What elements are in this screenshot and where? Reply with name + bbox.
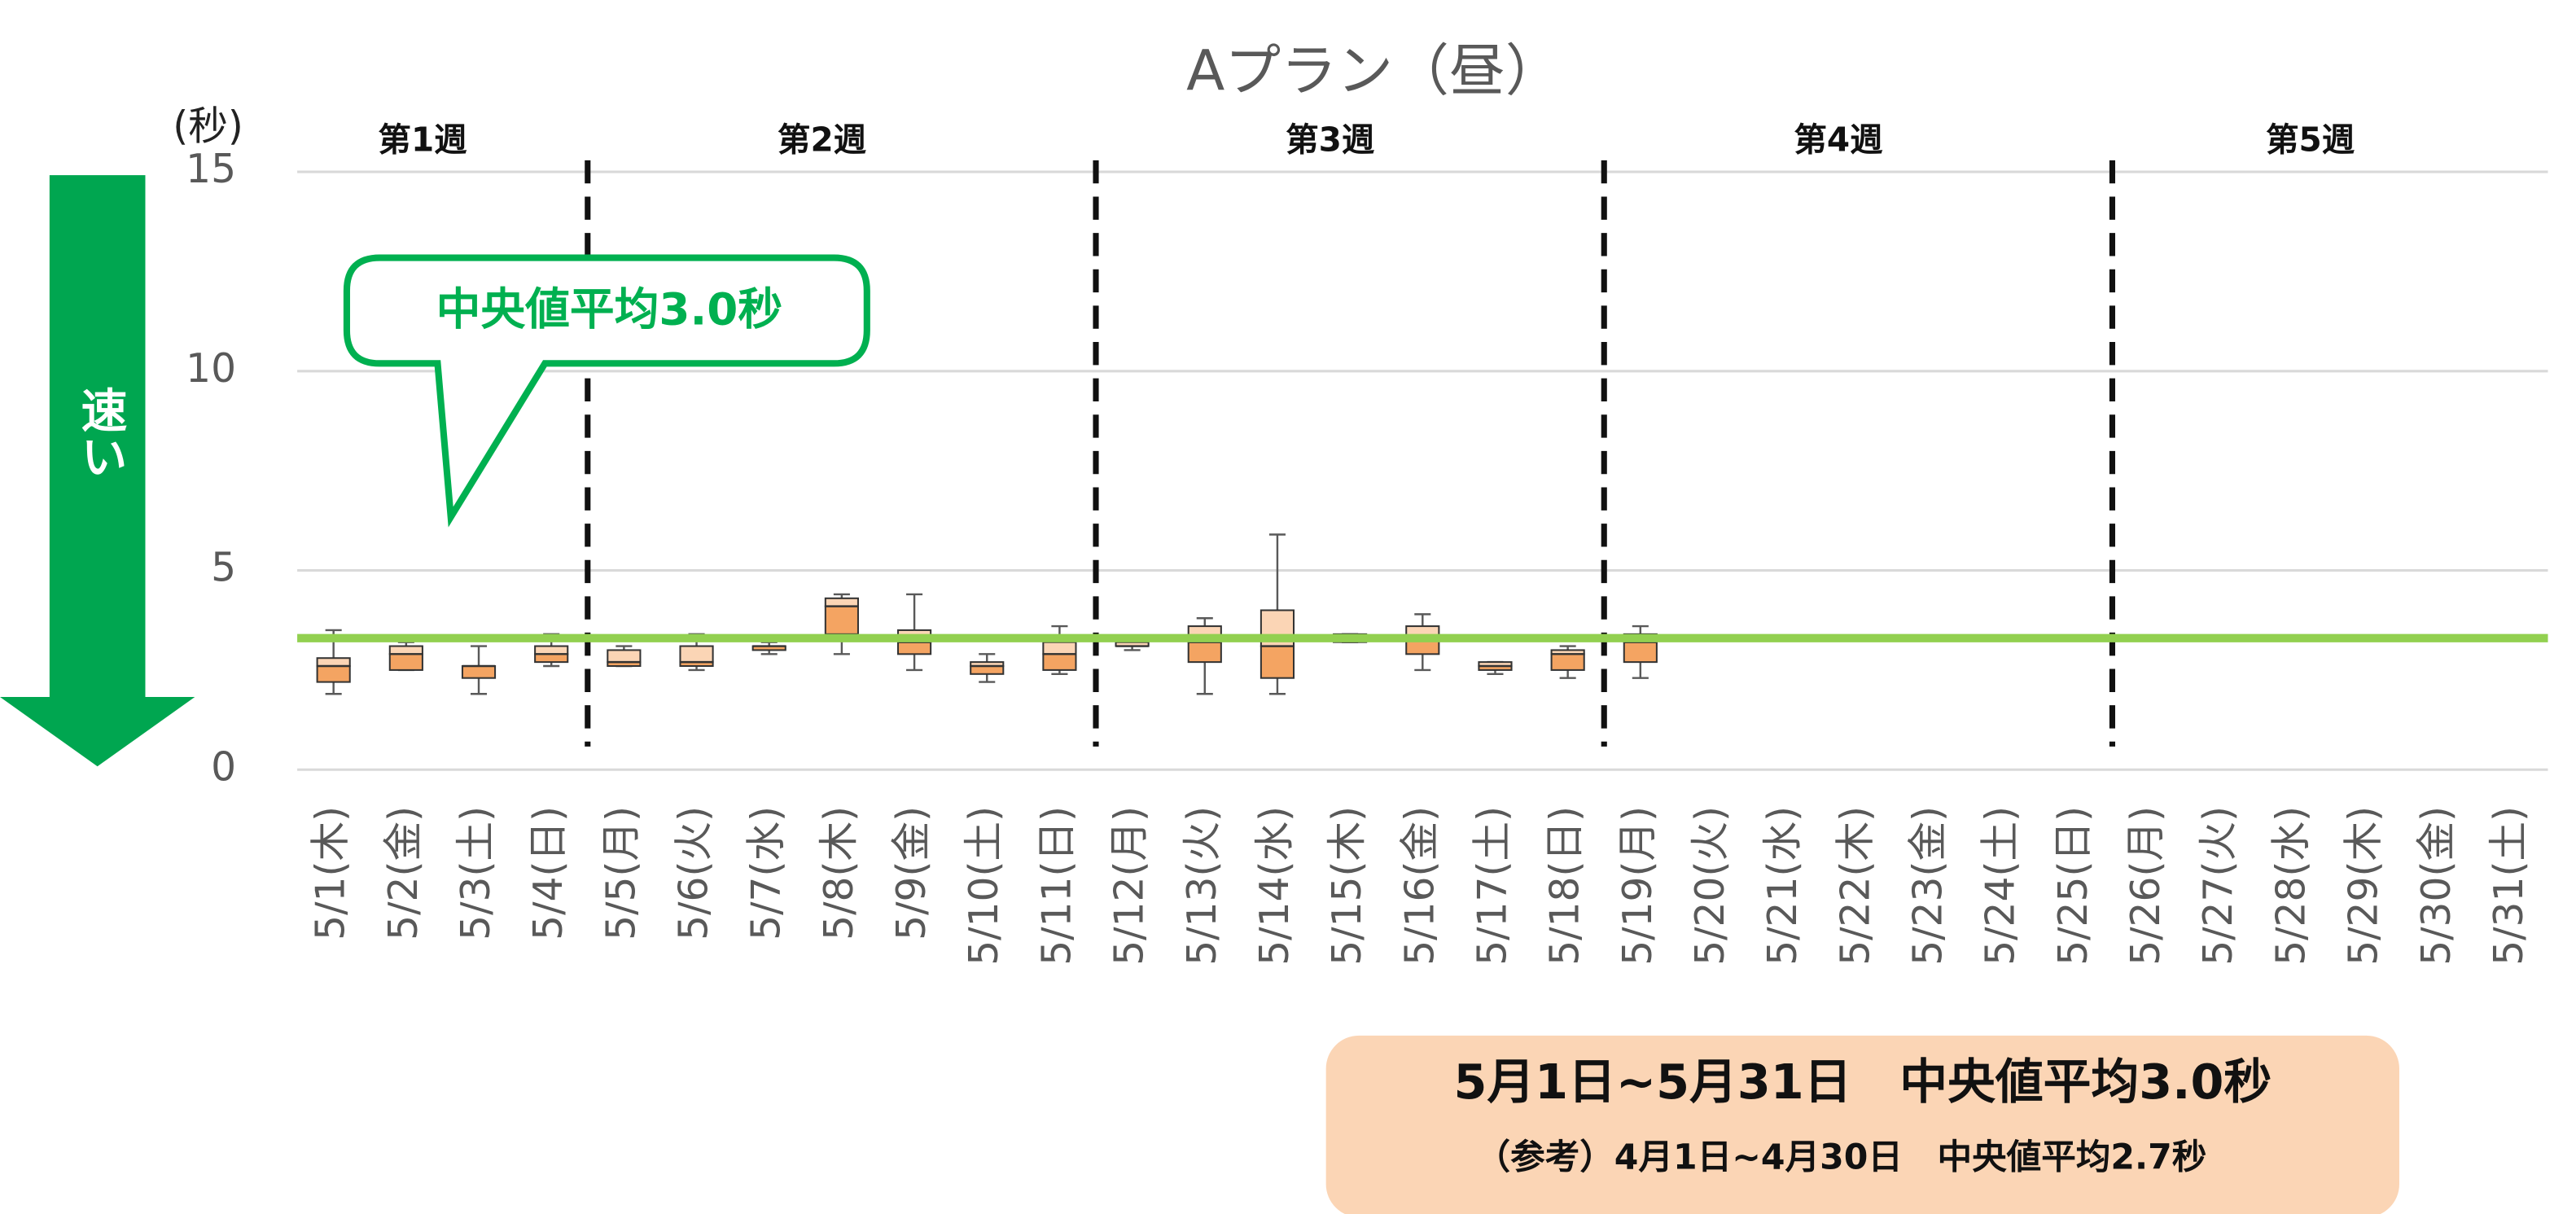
x-tick-label: 5/11(日) — [1034, 806, 1080, 966]
x-tick-label: 5/18(日) — [1543, 806, 1588, 966]
x-tick-label: 5/24(土) — [1978, 806, 2024, 966]
summary-reference: （参考）4月1日~4月30日 中央値平均2.7秒 — [1475, 1137, 2206, 1177]
callout-box — [343, 254, 870, 528]
box-upper — [1042, 641, 1077, 655]
y-tick-label: 0 — [211, 744, 236, 790]
x-tick-label: 5/10(土) — [962, 806, 1007, 966]
x-tick-label: 5/13(火) — [1180, 806, 1225, 966]
x-tick-label: 5/30(金) — [2414, 806, 2460, 966]
x-tick-label: 5/9(金) — [889, 806, 935, 940]
box-upper — [534, 645, 569, 655]
week-label: 第3週 — [1286, 121, 1375, 160]
x-tick-label: 5/29(木) — [2342, 806, 2387, 966]
week-label: 第1週 — [378, 121, 467, 160]
box-lower — [316, 665, 351, 683]
chart-title: Aプラン（昼） — [1186, 38, 1562, 103]
summary-box — [1325, 1035, 2399, 1214]
x-tick-label: 5/31(土) — [2486, 806, 2532, 966]
box-lower — [1042, 653, 1077, 671]
x-tick-label: 5/5(月) — [598, 806, 644, 940]
x-tick-label: 5/8(木) — [817, 806, 862, 940]
summary-main: 5月1日~5月31日 中央値平均3.0秒 — [1453, 1054, 2272, 1110]
box-lower — [1260, 645, 1295, 679]
x-tick-label: 5/17(土) — [1470, 806, 1515, 966]
x-tick-label: 5/25(日) — [2051, 806, 2096, 966]
x-tick-label: 5/26(月) — [2123, 806, 2169, 966]
x-tick-label: 5/19(月) — [1615, 806, 1661, 966]
x-tick-label: 5/1(木) — [309, 806, 354, 940]
week-label: 第5週 — [2266, 121, 2355, 160]
x-tick-label: 5/23(金) — [1906, 806, 1952, 966]
box-lower — [388, 653, 423, 671]
x-tick-label: 5/15(木) — [1325, 806, 1370, 966]
x-tick-label: 5/28(水) — [2268, 806, 2314, 966]
x-tick-label: 5/20(火) — [1688, 806, 1733, 966]
x-tick-label: 5/27(火) — [2196, 806, 2241, 966]
x-tick-label: 5/16(金) — [1397, 806, 1443, 966]
x-tick-label: 5/22(木) — [1833, 806, 1878, 966]
box-lower — [1623, 641, 1658, 664]
x-tick-label: 5/14(水) — [1252, 806, 1298, 966]
plot: 0 5 10 15 第1週 第2週 第3週 第4週 第5週 5/1(木) 5/2(金) 5/3(土) 5… — [186, 121, 2548, 966]
y-tick-label: 15 — [186, 147, 236, 192]
arrow-body — [49, 175, 146, 701]
week-label: 第4週 — [1794, 121, 1883, 160]
arrow-head — [0, 697, 195, 767]
box-lower — [534, 653, 569, 664]
box-lower — [970, 665, 1005, 675]
box-upper — [679, 645, 714, 664]
x-tick-label: 5/21(水) — [1760, 806, 1806, 966]
box-upper — [607, 649, 642, 664]
box-lower — [824, 605, 859, 635]
y-tick-label: 5 — [211, 546, 236, 591]
callout-text: 中央値平均3.0秒 — [436, 283, 782, 335]
y-tick-label: 10 — [186, 346, 236, 392]
box-lower — [461, 665, 497, 679]
box-lower — [1187, 641, 1222, 664]
x-tick-label: 5/3(土) — [453, 806, 499, 940]
box-upper — [316, 657, 351, 668]
x-tick-label: 5/6(火) — [672, 806, 717, 940]
y-unit: (秒) — [173, 103, 243, 149]
x-tick-label: 5/4(日) — [526, 806, 572, 940]
box-upper — [388, 645, 423, 655]
x-tick-label: 5/7(水) — [744, 806, 790, 940]
x-tick-label: 5/12(月) — [1107, 806, 1153, 966]
box-lower — [1550, 653, 1585, 671]
box-upper — [824, 597, 859, 607]
arrow-label: 速い — [73, 387, 127, 480]
x-tick-label: 5/2(金) — [381, 806, 427, 940]
box-lower — [896, 641, 932, 655]
week-label: 第2週 — [778, 121, 867, 160]
